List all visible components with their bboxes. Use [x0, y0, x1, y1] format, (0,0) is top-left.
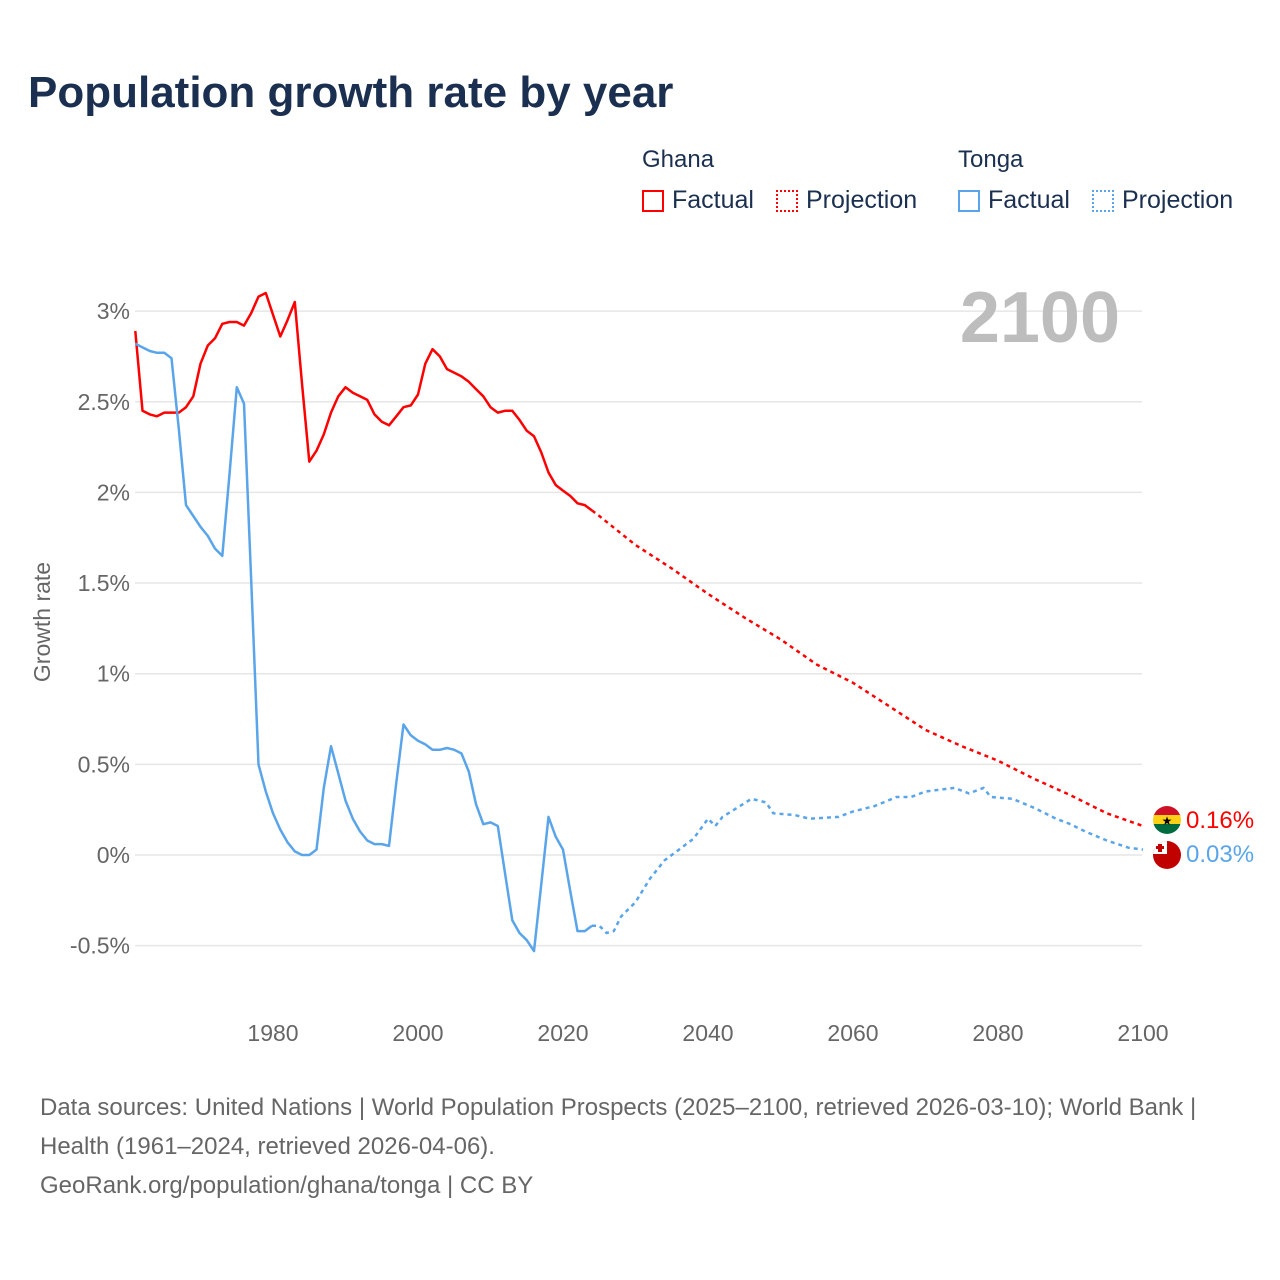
legend-tonga-projection[interactable]: Projection — [1092, 186, 1233, 215]
x-tick-label: 2020 — [537, 1020, 588, 1046]
legend-group-ghana: Ghana — [642, 146, 715, 173]
legend-swatch-dotted — [1092, 189, 1114, 212]
source-link[interactable]: GeoRank.org/population/ghana/tonga | CC … — [40, 1172, 534, 1199]
y-tick-label: 1% — [97, 661, 130, 687]
y-tick-label: 3% — [97, 298, 130, 324]
y-tick-label: -0.5% — [70, 933, 130, 959]
tonga-projection-line — [592, 786, 1144, 935]
source-text: Data sources: United Nations | World Pop… — [40, 1094, 1197, 1160]
x-tick-label: 1980 — [247, 1020, 298, 1046]
x-tick-label: 2000 — [392, 1020, 443, 1046]
legend-swatch-solid — [642, 189, 664, 212]
legend-ghana-projection[interactable]: Projection — [776, 186, 917, 215]
x-tick-label: 2060 — [827, 1020, 878, 1046]
y-tick-label: 0% — [97, 842, 130, 868]
year-watermark: 2100 — [960, 278, 1120, 358]
chart-title: Population growth rate by year — [28, 68, 674, 117]
legend-ghana-factual[interactable]: Factual — [642, 186, 754, 215]
svg-text:★: ★ — [1162, 814, 1173, 828]
ghana-projection-line — [591, 509, 1144, 828]
ghana-flag-icon: ★ — [1153, 806, 1181, 834]
y-tick-label: 2% — [97, 479, 130, 505]
legend-tonga-factual[interactable]: Factual — [958, 186, 1070, 215]
tonga-flag-icon — [1153, 841, 1181, 869]
tonga-end-label: 0.03% — [1186, 841, 1254, 868]
x-tick-label: 2080 — [972, 1020, 1023, 1046]
source-note: Data sources: United Nations | World Pop… — [40, 1088, 1240, 1205]
y-tick-label: 0.5% — [78, 751, 130, 777]
tonga-factual-line — [134, 342, 593, 953]
legend-swatch-dotted — [776, 189, 798, 212]
legend-group-tonga: Tonga — [958, 146, 1024, 173]
y-axis-label: Growth rate — [29, 562, 55, 682]
legend-swatch-solid — [958, 189, 980, 212]
legend-label: Projection — [806, 186, 918, 214]
y-tick-label: 1.5% — [78, 570, 130, 596]
ghana-factual-line — [134, 291, 593, 512]
x-tick-label: 2040 — [682, 1020, 733, 1046]
x-tick-label: 2100 — [1117, 1020, 1168, 1046]
legend-label: Factual — [988, 186, 1070, 214]
ghana-end-label: 0.16% — [1186, 807, 1254, 834]
y-tick-label: 2.5% — [78, 389, 130, 415]
legend-label: Projection — [1122, 186, 1234, 214]
legend-label: Factual — [672, 186, 754, 214]
